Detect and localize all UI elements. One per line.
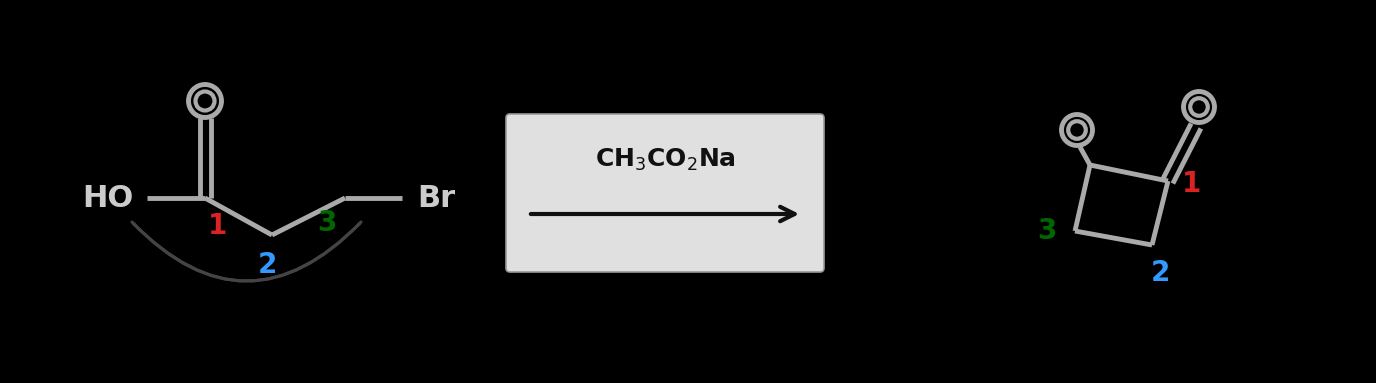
Text: 2: 2 xyxy=(257,251,277,279)
Text: 2: 2 xyxy=(1150,259,1170,287)
FancyArrowPatch shape xyxy=(132,222,359,281)
Text: Br: Br xyxy=(417,183,455,213)
FancyArrowPatch shape xyxy=(133,222,361,281)
Text: HO: HO xyxy=(81,183,133,213)
Text: 3: 3 xyxy=(318,209,337,237)
Text: CH$_3$CO$_2$Na: CH$_3$CO$_2$Na xyxy=(594,147,736,173)
Text: 3: 3 xyxy=(1038,217,1057,245)
FancyBboxPatch shape xyxy=(506,114,824,272)
Text: 1: 1 xyxy=(1182,170,1201,198)
Text: 1: 1 xyxy=(208,212,227,240)
